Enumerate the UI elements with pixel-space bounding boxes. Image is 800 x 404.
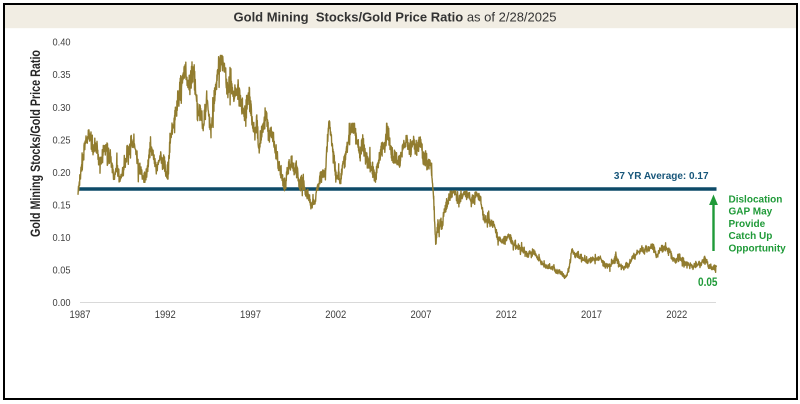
svg-text:Provide: Provide <box>729 219 766 230</box>
svg-text:0.05: 0.05 <box>53 265 71 277</box>
svg-text:2007: 2007 <box>411 309 432 321</box>
svg-text:0.25: 0.25 <box>53 134 71 146</box>
svg-text:0.30: 0.30 <box>53 102 71 114</box>
svg-text:0.10: 0.10 <box>53 232 71 244</box>
svg-text:0.15: 0.15 <box>53 199 71 211</box>
svg-text:0.00: 0.00 <box>53 297 71 309</box>
svg-text:2012: 2012 <box>496 309 517 321</box>
svg-text:37 YR Average: 0.17: 37 YR Average: 0.17 <box>614 171 709 182</box>
svg-text:2017: 2017 <box>581 309 602 321</box>
svg-text:2002: 2002 <box>325 309 346 321</box>
svg-text:Gold Mining Stocks/Gold Price: Gold Mining Stocks/Gold Price Ratio <box>28 50 43 237</box>
svg-text:0.35: 0.35 <box>53 69 71 81</box>
svg-text:Opportunity: Opportunity <box>729 244 787 255</box>
svg-text:1987: 1987 <box>70 309 91 321</box>
svg-text:1997: 1997 <box>240 309 261 321</box>
svg-text:0.40: 0.40 <box>53 37 71 49</box>
svg-text:Gold Mining Stocks/Gold Price: Gold Mining Stocks/Gold Price Ratio as o… <box>234 9 557 24</box>
svg-text:1992: 1992 <box>155 309 176 321</box>
svg-text:0.05: 0.05 <box>698 275 718 289</box>
svg-text:Catch Up: Catch Up <box>729 231 773 242</box>
svg-text:0.20: 0.20 <box>53 167 71 179</box>
svg-text:2022: 2022 <box>666 309 687 321</box>
svg-text:Dislocation: Dislocation <box>729 194 783 205</box>
svg-text:GAP May: GAP May <box>729 207 773 218</box>
